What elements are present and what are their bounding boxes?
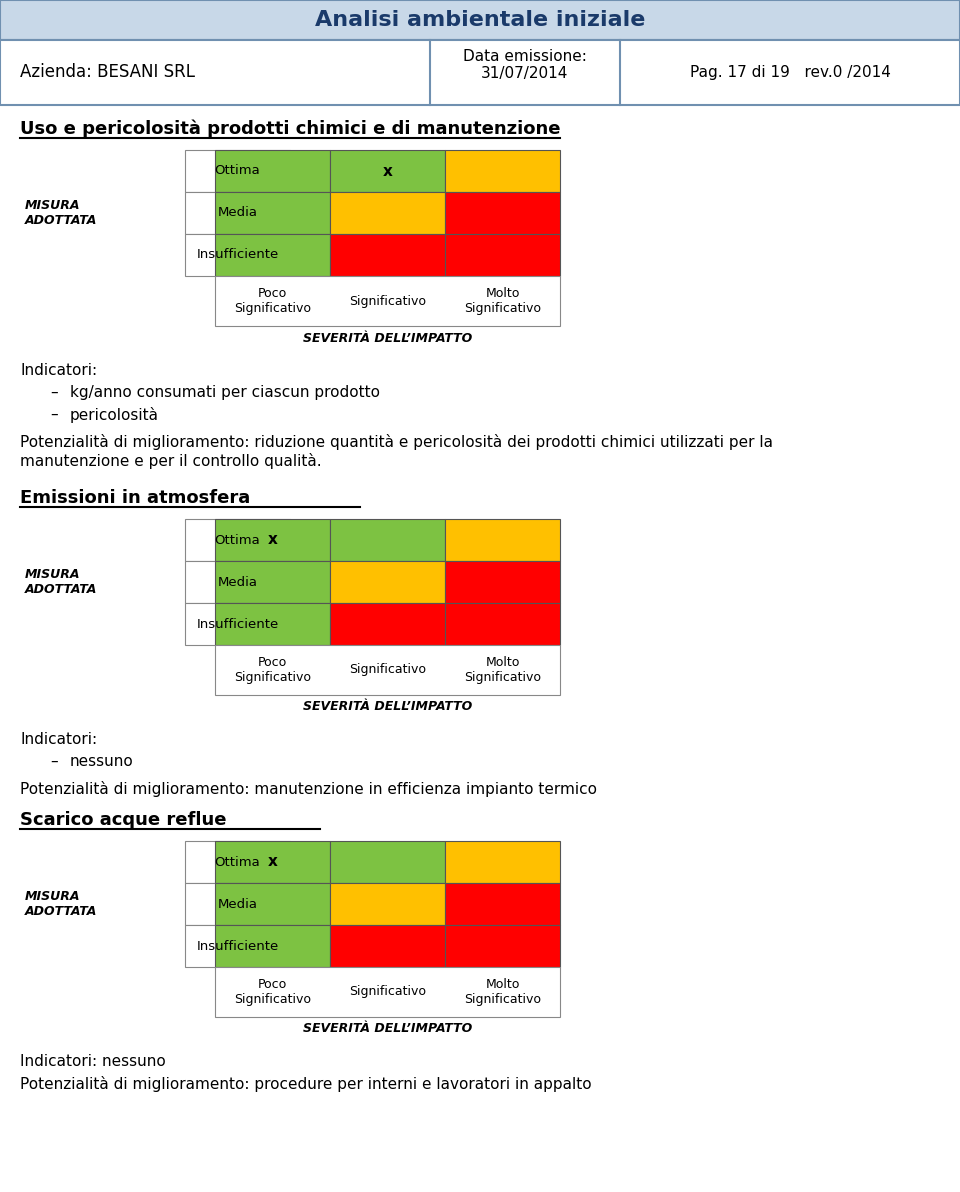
FancyBboxPatch shape bbox=[185, 150, 290, 192]
Text: Data emissione:
31/07/2014: Data emissione: 31/07/2014 bbox=[463, 49, 587, 81]
Text: Insufficiente: Insufficiente bbox=[197, 248, 278, 261]
Text: Media: Media bbox=[218, 898, 257, 911]
FancyBboxPatch shape bbox=[445, 234, 560, 277]
FancyBboxPatch shape bbox=[445, 925, 560, 967]
Text: Poco
Significativo: Poco Significativo bbox=[234, 977, 311, 1006]
FancyBboxPatch shape bbox=[215, 883, 330, 925]
FancyBboxPatch shape bbox=[185, 925, 290, 967]
FancyBboxPatch shape bbox=[445, 192, 560, 234]
Text: Pag. 17 di 19   rev.0 /2014: Pag. 17 di 19 rev.0 /2014 bbox=[689, 64, 891, 80]
FancyBboxPatch shape bbox=[330, 603, 445, 645]
Text: x: x bbox=[268, 855, 277, 869]
FancyBboxPatch shape bbox=[215, 519, 330, 561]
Text: x: x bbox=[268, 533, 277, 547]
Text: x: x bbox=[383, 163, 393, 179]
FancyBboxPatch shape bbox=[185, 883, 290, 925]
Text: Insufficiente: Insufficiente bbox=[197, 939, 278, 952]
FancyBboxPatch shape bbox=[330, 519, 445, 561]
FancyBboxPatch shape bbox=[215, 150, 330, 192]
Text: Media: Media bbox=[218, 206, 257, 219]
Text: Ottima: Ottima bbox=[215, 164, 260, 178]
Text: –: – bbox=[50, 406, 58, 422]
FancyBboxPatch shape bbox=[185, 561, 290, 603]
FancyBboxPatch shape bbox=[185, 519, 290, 561]
Text: Azienda: BESANI SRL: Azienda: BESANI SRL bbox=[20, 63, 195, 81]
FancyBboxPatch shape bbox=[330, 561, 445, 603]
FancyBboxPatch shape bbox=[330, 925, 445, 967]
FancyBboxPatch shape bbox=[215, 842, 330, 883]
FancyBboxPatch shape bbox=[215, 603, 330, 645]
FancyBboxPatch shape bbox=[0, 0, 960, 41]
Text: Molto
Significativo: Molto Significativo bbox=[464, 977, 541, 1006]
Text: Uso e pericolosità prodotti chimici e di manutenzione: Uso e pericolosità prodotti chimici e di… bbox=[20, 120, 561, 138]
FancyBboxPatch shape bbox=[185, 192, 290, 234]
FancyBboxPatch shape bbox=[0, 41, 960, 105]
Text: SEVERITÀ DELL’IMPATTO: SEVERITÀ DELL’IMPATTO bbox=[302, 331, 472, 344]
Text: kg/anno consumati per ciascun prodotto: kg/anno consumati per ciascun prodotto bbox=[70, 385, 380, 401]
Text: MISURA
ADOTTATA: MISURA ADOTTATA bbox=[25, 890, 97, 918]
Text: pericolosità: pericolosità bbox=[70, 406, 159, 423]
Text: Emissioni in atmosfera: Emissioni in atmosfera bbox=[20, 489, 251, 507]
FancyBboxPatch shape bbox=[445, 603, 560, 645]
FancyBboxPatch shape bbox=[215, 561, 330, 603]
FancyBboxPatch shape bbox=[445, 519, 560, 561]
Text: Significativo: Significativo bbox=[349, 294, 426, 308]
FancyBboxPatch shape bbox=[215, 234, 330, 277]
FancyBboxPatch shape bbox=[330, 842, 445, 883]
Text: Analisi ambientale iniziale: Analisi ambientale iniziale bbox=[315, 10, 645, 30]
Text: Potenzialità di miglioramento: manutenzione in efficienza impianto termico: Potenzialità di miglioramento: manutenzi… bbox=[20, 781, 597, 797]
Text: Ottima: Ottima bbox=[215, 856, 260, 869]
Text: SEVERITÀ DELL’IMPATTO: SEVERITÀ DELL’IMPATTO bbox=[302, 701, 472, 714]
FancyBboxPatch shape bbox=[445, 150, 560, 192]
Text: MISURA
ADOTTATA: MISURA ADOTTATA bbox=[25, 199, 97, 226]
FancyBboxPatch shape bbox=[445, 842, 560, 883]
FancyBboxPatch shape bbox=[445, 561, 560, 603]
Text: nessuno: nessuno bbox=[70, 755, 133, 769]
FancyBboxPatch shape bbox=[185, 842, 290, 883]
Text: Scarico acque reflue: Scarico acque reflue bbox=[20, 811, 227, 828]
Text: –: – bbox=[50, 385, 58, 401]
Text: Insufficiente: Insufficiente bbox=[197, 617, 278, 631]
Text: MISURA
ADOTTATA: MISURA ADOTTATA bbox=[25, 569, 97, 596]
Text: Potenzialità di miglioramento: riduzione quantità e pericolosità dei prodotti ch: Potenzialità di miglioramento: riduzione… bbox=[20, 434, 773, 468]
Text: Media: Media bbox=[218, 576, 257, 589]
Text: Indicatori: nessuno: Indicatori: nessuno bbox=[20, 1054, 166, 1069]
Text: SEVERITÀ DELL’IMPATTO: SEVERITÀ DELL’IMPATTO bbox=[302, 1023, 472, 1036]
FancyBboxPatch shape bbox=[185, 603, 290, 645]
Text: Ottima: Ottima bbox=[215, 534, 260, 546]
FancyBboxPatch shape bbox=[330, 234, 445, 277]
FancyBboxPatch shape bbox=[185, 234, 290, 277]
Text: Significativo: Significativo bbox=[349, 986, 426, 999]
Text: Significativo: Significativo bbox=[349, 664, 426, 677]
FancyBboxPatch shape bbox=[445, 883, 560, 925]
FancyBboxPatch shape bbox=[215, 192, 330, 234]
FancyBboxPatch shape bbox=[215, 645, 560, 695]
FancyBboxPatch shape bbox=[215, 277, 560, 325]
Text: Indicatori:: Indicatori: bbox=[20, 364, 97, 378]
FancyBboxPatch shape bbox=[330, 150, 445, 192]
FancyBboxPatch shape bbox=[215, 925, 330, 967]
Text: Molto
Significativo: Molto Significativo bbox=[464, 656, 541, 684]
FancyBboxPatch shape bbox=[215, 967, 560, 1017]
Text: Molto
Significativo: Molto Significativo bbox=[464, 287, 541, 315]
FancyBboxPatch shape bbox=[330, 883, 445, 925]
Text: Indicatori:: Indicatori: bbox=[20, 732, 97, 747]
FancyBboxPatch shape bbox=[330, 192, 445, 234]
Text: –: – bbox=[50, 755, 58, 769]
Text: Poco
Significativo: Poco Significativo bbox=[234, 656, 311, 684]
Text: Potenzialità di miglioramento: procedure per interni e lavoratori in appalto: Potenzialità di miglioramento: procedure… bbox=[20, 1076, 591, 1092]
Text: Poco
Significativo: Poco Significativo bbox=[234, 287, 311, 315]
